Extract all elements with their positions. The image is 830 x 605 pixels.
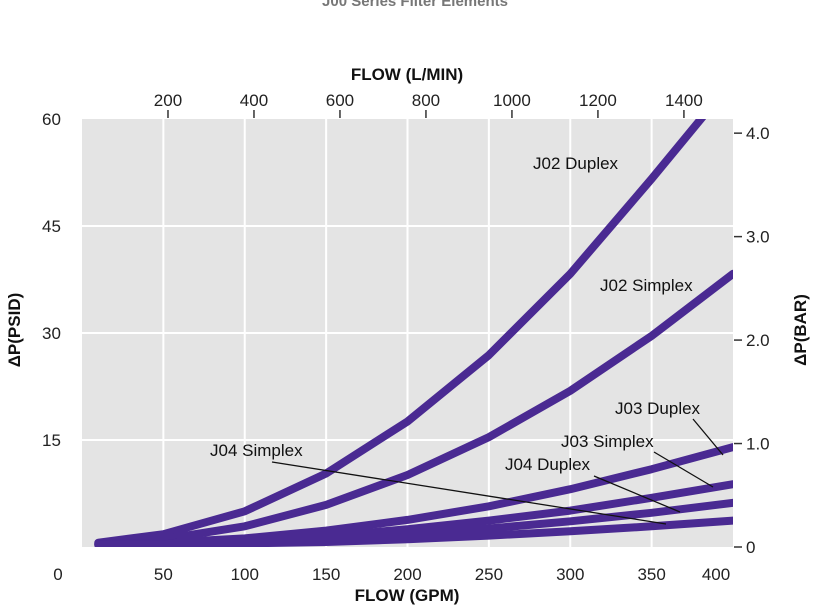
right-tick-label-3: 3.0	[746, 228, 770, 247]
top-tick-label-600: 600	[326, 91, 354, 110]
series-label-j04-simplex: J04 Simplex	[210, 441, 303, 460]
right-tick-label-2: 2.0	[746, 331, 770, 350]
label-leader-lines	[271, 418, 724, 525]
x-tick-label-400: 400	[702, 565, 730, 584]
leader-j03-simplex	[653, 451, 714, 488]
y-axis-left-ticks: 15 30 45 60	[42, 110, 61, 450]
page-title: J00 Series Filter Elements	[322, 0, 508, 10]
leader-j04-simplex	[271, 461, 667, 525]
right-tick-label-0: 0	[746, 538, 755, 557]
series-line-j02-duplex	[94, 119, 707, 547]
x-axis-bottom-title: FLOW (GPM)	[355, 586, 460, 605]
right-tick-label-1: 1.0	[746, 435, 770, 454]
x-tick-label-200: 200	[393, 565, 421, 584]
x-tick-label-250: 250	[475, 565, 503, 584]
x-axis-top-ticks: 200 400 600 800 1000 1200 1400	[154, 91, 703, 118]
top-tick-label-1400: 1400	[665, 91, 703, 110]
x-tick-label-0: 0	[53, 565, 62, 584]
leader-j03-duplex	[692, 418, 724, 456]
series-line-j04-simplex	[94, 516, 733, 547]
x-axis-bottom-ticks: 0 50 100 150 200 250 300 350 400	[53, 565, 730, 584]
series-label-j03-duplex: J03 Duplex	[615, 399, 701, 418]
x-axis-top-title: FLOW (L/MIN)	[351, 65, 463, 84]
top-tick-label-400: 400	[240, 91, 268, 110]
leader-j04-duplex	[593, 475, 681, 513]
series-label-j04-duplex: J04 Duplex	[505, 455, 591, 474]
y-tick-label-45: 45	[42, 217, 61, 236]
series-lines	[94, 119, 733, 547]
series-label-j03-simplex: J03 Simplex	[561, 432, 654, 451]
right-tick-label-4: 4.0	[746, 124, 770, 143]
y-axis-left-title: ΔP(PSID)	[5, 293, 24, 368]
x-tick-label-100: 100	[231, 565, 259, 584]
y-axis-right-ticks: 0 1.0 2.0 3.0 4.0	[734, 124, 770, 557]
series-label-j02-duplex: J02 Duplex	[533, 154, 619, 173]
y-axis-right-title: ΔP(BAR)	[791, 294, 810, 366]
series-label-j02-simplex: J02 Simplex	[600, 276, 693, 295]
x-tick-label-50: 50	[154, 565, 173, 584]
top-tick-label-1000: 1000	[493, 91, 531, 110]
top-tick-label-800: 800	[412, 91, 440, 110]
x-tick-label-300: 300	[556, 565, 584, 584]
y-tick-label-30: 30	[42, 324, 61, 343]
y-tick-label-60: 60	[42, 110, 61, 129]
y-tick-label-15: 15	[42, 431, 61, 450]
top-tick-label-200: 200	[154, 91, 182, 110]
x-tick-label-150: 150	[312, 565, 340, 584]
horizontal-gridlines	[82, 225, 733, 441]
series-line-j02-simplex	[94, 269, 733, 547]
x-tick-label-350: 350	[637, 565, 665, 584]
top-tick-label-1200: 1200	[579, 91, 617, 110]
